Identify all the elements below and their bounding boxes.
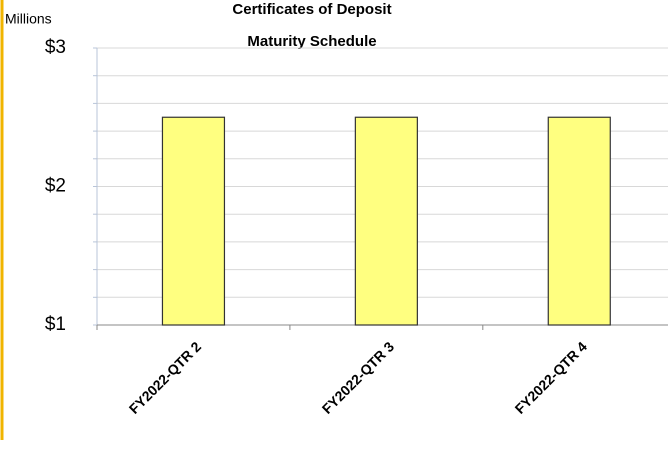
chart-title: Certificates of Deposit — [232, 1, 391, 18]
chart-title: Maturity Schedule — [247, 33, 376, 50]
y-tick-label: $1 — [45, 314, 66, 335]
y-tick-label: $3 — [45, 37, 66, 58]
y-tick-label: $2 — [45, 176, 66, 197]
bar — [547, 116, 611, 326]
y-unit-label: Millions — [5, 11, 52, 27]
x-tick-label: FY2022-QTR 4 — [512, 338, 591, 417]
bar — [354, 116, 418, 326]
bar — [161, 116, 226, 326]
x-tick-label: FY2022-QTR 3 — [319, 338, 398, 417]
x-tick-label: FY2022-QTR 2 — [126, 338, 205, 417]
